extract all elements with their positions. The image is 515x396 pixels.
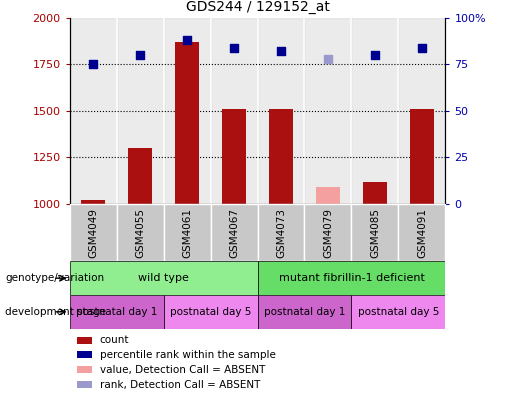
Text: postnatal day 5: postnatal day 5 bbox=[358, 307, 439, 317]
Bar bbox=[399, 18, 445, 204]
Bar bbox=[258, 295, 351, 329]
Bar bbox=[399, 204, 445, 261]
Text: GSM4055: GSM4055 bbox=[135, 208, 145, 258]
Bar bbox=[211, 18, 258, 204]
Point bbox=[371, 52, 379, 58]
Text: postnatal day 1: postnatal day 1 bbox=[264, 307, 345, 317]
Text: rank, Detection Call = ABSENT: rank, Detection Call = ABSENT bbox=[99, 380, 260, 390]
Bar bbox=[258, 18, 304, 204]
Bar bbox=[70, 295, 164, 329]
Bar bbox=[258, 204, 304, 261]
Point bbox=[183, 37, 191, 43]
Text: development stage: development stage bbox=[5, 307, 106, 317]
Text: value, Detection Call = ABSENT: value, Detection Call = ABSENT bbox=[99, 365, 265, 375]
Point bbox=[136, 52, 144, 58]
Bar bbox=[352, 295, 445, 329]
Bar bbox=[77, 337, 92, 344]
Text: GSM4085: GSM4085 bbox=[370, 208, 380, 258]
Text: count: count bbox=[99, 335, 129, 345]
Bar bbox=[222, 109, 246, 204]
Text: percentile rank within the sample: percentile rank within the sample bbox=[99, 350, 276, 360]
Bar bbox=[128, 148, 152, 204]
Bar bbox=[70, 204, 116, 261]
Bar bbox=[70, 18, 116, 204]
Text: postnatal day 5: postnatal day 5 bbox=[170, 307, 251, 317]
Text: genotype/variation: genotype/variation bbox=[5, 273, 104, 283]
Point bbox=[89, 61, 97, 67]
Bar bbox=[77, 381, 92, 388]
Bar bbox=[77, 366, 92, 373]
Bar bbox=[316, 187, 340, 204]
Bar bbox=[116, 18, 164, 204]
Point bbox=[418, 44, 426, 51]
Title: GDS244 / 129152_at: GDS244 / 129152_at bbox=[185, 0, 330, 14]
Text: GSM4073: GSM4073 bbox=[276, 208, 286, 258]
Bar bbox=[164, 295, 258, 329]
Bar bbox=[70, 261, 258, 295]
Bar bbox=[211, 204, 258, 261]
Bar bbox=[410, 109, 434, 204]
Bar bbox=[77, 351, 92, 358]
Bar bbox=[363, 182, 387, 204]
Point bbox=[230, 44, 238, 51]
Text: GSM4079: GSM4079 bbox=[323, 208, 333, 258]
Bar bbox=[269, 109, 293, 204]
Bar bbox=[352, 18, 399, 204]
Text: GSM4091: GSM4091 bbox=[417, 208, 427, 258]
Bar bbox=[164, 204, 211, 261]
Bar bbox=[304, 204, 352, 261]
Bar bbox=[175, 42, 199, 204]
Bar bbox=[81, 200, 105, 204]
Text: wild type: wild type bbox=[138, 273, 189, 283]
Text: mutant fibrillin-1 deficient: mutant fibrillin-1 deficient bbox=[279, 273, 424, 283]
Bar bbox=[304, 18, 352, 204]
Point bbox=[277, 48, 285, 55]
Text: GSM4049: GSM4049 bbox=[88, 208, 98, 258]
Bar bbox=[258, 261, 445, 295]
Text: postnatal day 1: postnatal day 1 bbox=[76, 307, 157, 317]
Point bbox=[324, 55, 332, 62]
Text: GSM4061: GSM4061 bbox=[182, 208, 192, 258]
Bar bbox=[352, 204, 399, 261]
Text: GSM4067: GSM4067 bbox=[229, 208, 239, 258]
Bar bbox=[116, 204, 164, 261]
Bar bbox=[164, 18, 211, 204]
